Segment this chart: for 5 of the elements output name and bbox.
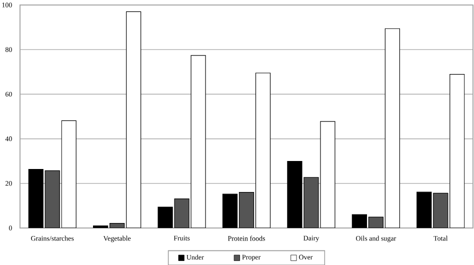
bar (433, 192, 448, 228)
bar (44, 170, 60, 228)
bar (238, 192, 254, 228)
bar (174, 198, 190, 228)
bar (304, 177, 319, 228)
